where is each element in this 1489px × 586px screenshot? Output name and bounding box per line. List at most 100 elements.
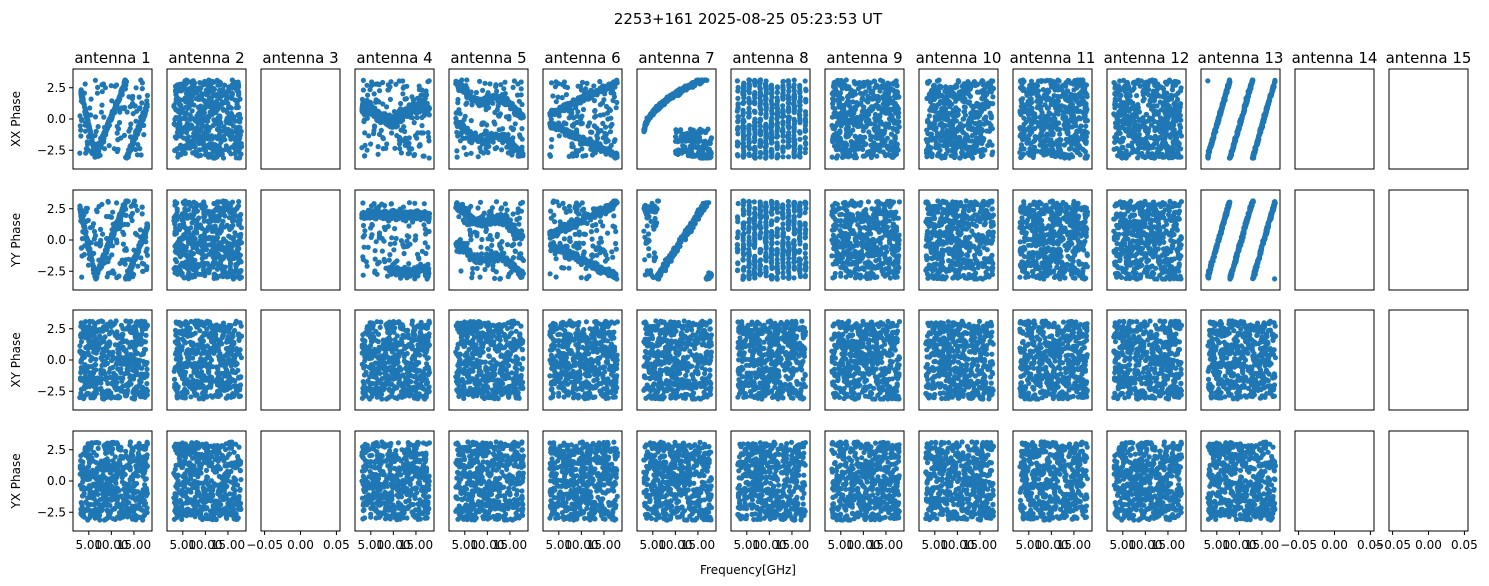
data-point xyxy=(735,78,740,83)
data-point xyxy=(851,111,856,116)
data-point xyxy=(594,133,599,138)
data-point xyxy=(455,100,460,105)
data-point xyxy=(792,137,797,142)
data-point xyxy=(547,152,552,157)
subplot-1-3: antenna 3 xyxy=(261,49,340,169)
data-point xyxy=(201,140,206,145)
data-point xyxy=(228,137,233,142)
data-point xyxy=(943,88,948,93)
data-point xyxy=(469,102,474,107)
data-point xyxy=(870,147,875,152)
data-point xyxy=(747,153,752,158)
data-point xyxy=(927,96,932,101)
data-point xyxy=(512,144,517,149)
data-point xyxy=(846,86,851,91)
data-point xyxy=(984,99,989,104)
data-point xyxy=(780,96,785,101)
data-point xyxy=(567,154,572,159)
data-point xyxy=(482,81,487,86)
data-point xyxy=(495,107,500,112)
data-point xyxy=(928,151,933,156)
data-point xyxy=(91,141,96,146)
data-point xyxy=(978,131,983,136)
data-point xyxy=(519,115,524,120)
subplot-1-2: antenna 2 xyxy=(167,49,246,169)
data-point xyxy=(500,126,505,131)
data-point xyxy=(519,126,524,131)
data-point xyxy=(497,137,502,142)
data-point xyxy=(520,137,525,142)
data-point xyxy=(894,78,899,83)
data-point xyxy=(856,86,861,91)
scatter-points xyxy=(77,77,150,160)
data-point xyxy=(510,85,515,90)
data-point xyxy=(564,92,569,97)
data-point xyxy=(587,120,592,125)
data-point xyxy=(775,154,780,159)
data-point xyxy=(792,103,797,108)
data-point xyxy=(206,85,211,90)
data-point xyxy=(896,148,901,153)
data-point xyxy=(362,153,367,158)
data-point xyxy=(641,129,646,134)
data-point xyxy=(221,108,226,113)
data-point xyxy=(519,145,524,150)
data-point xyxy=(867,84,872,89)
data-point xyxy=(602,148,607,153)
data-point xyxy=(892,134,897,139)
data-point xyxy=(80,96,85,101)
data-point xyxy=(609,143,614,148)
data-point xyxy=(411,100,416,105)
data-point xyxy=(604,84,609,89)
data-point xyxy=(195,118,200,123)
data-point xyxy=(604,136,609,141)
data-point xyxy=(797,137,802,142)
data-point xyxy=(924,128,929,133)
data-point xyxy=(227,132,232,137)
y-axis-label: XX Phase xyxy=(9,91,23,147)
data-point xyxy=(127,148,132,153)
data-point xyxy=(396,118,401,123)
data-point xyxy=(803,117,808,122)
data-point xyxy=(958,90,963,95)
data-point xyxy=(863,89,868,94)
subplot-1-11: antenna 11 xyxy=(1010,49,1096,169)
subplot-1-9: antenna 9 xyxy=(825,49,904,169)
data-point xyxy=(933,95,938,100)
data-point xyxy=(193,149,198,154)
data-point xyxy=(554,79,559,84)
data-point xyxy=(455,124,460,129)
data-point xyxy=(877,118,882,123)
data-point xyxy=(418,105,423,110)
data-point xyxy=(659,102,664,107)
data-point xyxy=(854,135,859,140)
data-point xyxy=(365,148,370,153)
data-point xyxy=(519,79,524,84)
data-point xyxy=(504,114,509,119)
data-point xyxy=(609,122,614,127)
data-point xyxy=(581,107,586,112)
data-point xyxy=(476,137,481,142)
data-point xyxy=(860,112,865,117)
axes-frame xyxy=(261,69,340,169)
data-point xyxy=(752,83,757,88)
data-point xyxy=(417,97,422,102)
data-point xyxy=(612,84,617,89)
data-point xyxy=(769,149,774,154)
data-point xyxy=(874,154,879,159)
data-point xyxy=(140,86,145,91)
data-point xyxy=(854,103,859,108)
data-point xyxy=(567,129,572,134)
data-point xyxy=(774,111,779,116)
scatter-points xyxy=(1017,77,1090,160)
data-point xyxy=(598,113,603,118)
data-point xyxy=(88,149,93,154)
data-point xyxy=(571,101,576,106)
data-point xyxy=(118,135,123,140)
data-point xyxy=(583,137,588,142)
data-point xyxy=(830,137,835,142)
data-point xyxy=(385,87,390,92)
data-point xyxy=(501,86,506,91)
data-point xyxy=(780,79,785,84)
data-point xyxy=(480,142,485,147)
